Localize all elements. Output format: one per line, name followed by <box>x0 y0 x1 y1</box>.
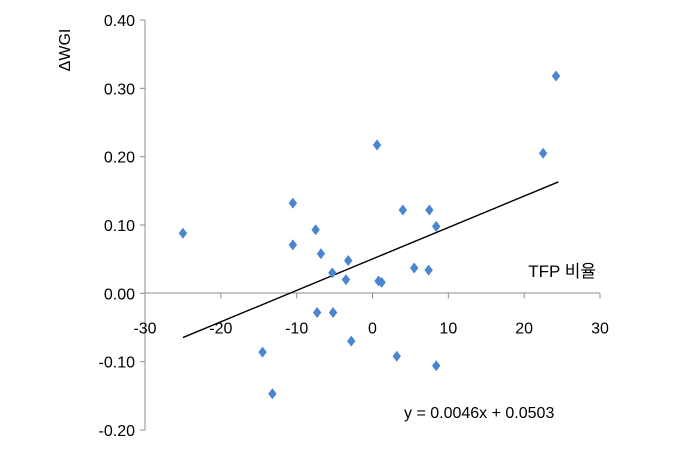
trendline-layer <box>182 181 559 339</box>
scatter-point <box>424 264 433 276</box>
x-tick-label: -30 <box>133 320 156 337</box>
x-ticks: -30 -20 -10 0 10 20 30 <box>133 293 609 337</box>
scatter-point <box>432 220 441 232</box>
scatter-point <box>288 197 298 209</box>
scatter-point <box>398 204 408 216</box>
scatter-point <box>258 346 267 358</box>
scatter-point <box>328 306 338 318</box>
y-ticks: 0.40 0.30 0.20 0.10 0.00 -0.10 -0.20 <box>99 13 145 440</box>
scatter-point <box>372 139 382 151</box>
scatter-point <box>311 224 320 236</box>
y-tick-label: 0.20 <box>104 150 135 167</box>
y-tick-label: 0.00 <box>104 286 135 303</box>
scatter-point <box>312 306 322 318</box>
scatter-point <box>377 276 386 288</box>
x-tick-label: 20 <box>515 320 533 337</box>
scatter-point <box>268 388 277 400</box>
x-tick-label: 10 <box>439 320 457 337</box>
scatter-point <box>178 227 188 239</box>
scatter-point <box>288 239 298 251</box>
scatter-point <box>316 248 326 260</box>
x-tick-label: 30 <box>591 320 609 337</box>
scatter-point <box>538 147 548 159</box>
scatter-point <box>410 262 419 274</box>
axes <box>144 20 600 430</box>
scatter-point <box>344 255 353 267</box>
trendline <box>182 181 559 339</box>
y-tick-label: -0.20 <box>99 423 136 440</box>
x-tick-label: -10 <box>285 320 308 337</box>
x-tick-label: -20 <box>209 320 232 337</box>
scatter-point <box>425 204 434 216</box>
y-tick-label: -0.10 <box>99 355 136 372</box>
x-axis-label: TFP 비율 <box>528 262 596 281</box>
scatter-point <box>551 70 561 82</box>
y-tick-label: 0.10 <box>104 218 135 235</box>
scatter-point <box>347 335 356 347</box>
scatter-point <box>341 274 351 286</box>
y-tick-label: 0.40 <box>104 13 135 30</box>
x-tick-label: 0 <box>368 320 377 337</box>
y-tick-label: 0.30 <box>104 81 135 98</box>
data-points <box>178 70 561 400</box>
scatter-point <box>328 267 337 279</box>
scatter-point <box>432 360 441 372</box>
trendline-equation: y = 0.0046x + 0.0503 <box>404 405 554 422</box>
y-axis-label: ΔWGI <box>57 29 74 72</box>
scatter-point <box>392 350 401 362</box>
